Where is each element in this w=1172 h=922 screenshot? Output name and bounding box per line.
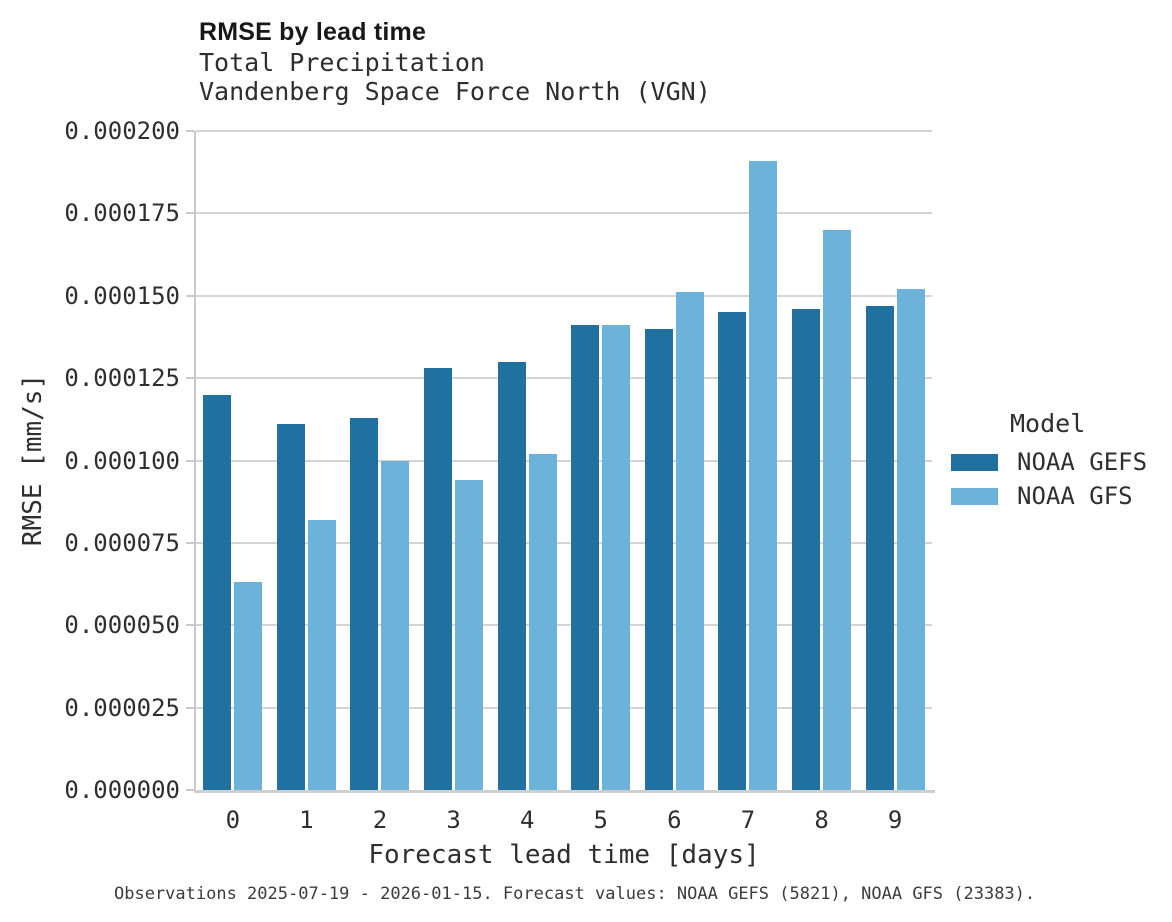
legend-entry: NOAA GEFS [951,445,1147,479]
y-axis-labels: 0.000000 0.000025 0.000050 0.000075 0.000100… [30,117,180,804]
x-tick-label: 0 [225,806,241,834]
bar-group-day-4 [490,131,564,790]
y-tick-label: 0.000125 [64,364,180,393]
legend-label: NOAA GFS [1017,482,1133,510]
bar-noaa-gfs-day-4 [528,453,557,790]
x-tick-label: 5 [593,806,608,834]
bar-noaa-gfs-day-7 [749,160,778,790]
bar-group-day-7 [711,131,785,790]
y-tick-mark [186,130,194,132]
bar-group-day-8 [785,131,859,790]
x-axis-spine [194,790,935,793]
gridline [196,130,932,132]
bar-noaa-gefs-day-1 [276,424,305,790]
y-tick-label: 0.000075 [64,528,180,557]
bar-group-day-1 [270,131,344,790]
bar-noaa-gefs-day-0 [203,394,232,790]
bar-noaa-gfs-day-3 [455,480,484,790]
y-axis-title: RMSE [mm/s] [18,373,48,547]
y-tick-mark [186,541,194,544]
x-tick-label: 6 [667,806,682,834]
chart-subtitle-variable: Total Precipitation [199,48,485,77]
y-tick-label: 0.000100 [64,446,180,475]
y-axis-spine [194,131,196,793]
bar-noaa-gfs-day-5 [602,325,631,790]
gridline [196,212,932,215]
x-axis-labels: 0 1 2 3 4 5 6 7 8 9 [196,806,932,834]
x-tick-label: 2 [372,806,388,834]
y-tick-mark [186,212,194,215]
bar-noaa-gefs-day-9 [865,305,894,790]
x-tick-label: 4 [519,806,535,834]
legend-swatch [951,487,998,505]
bar-noaa-gefs-day-3 [424,368,453,790]
y-tick-label: 0.000050 [64,611,180,640]
bar-noaa-gefs-day-5 [571,325,600,790]
gridline [196,541,932,544]
y-tick-mark [186,459,194,462]
title-block: RMSE by lead time Total Precipitation Va… [199,16,711,106]
plot-gridlines [196,130,932,790]
legend-swatch [951,453,998,471]
legend: Model NOAA GEFS NOAA GFS [951,408,1147,513]
legend-entry: NOAA GFS [951,479,1147,513]
bar-group-day-3 [417,131,491,790]
bar-group-day-6 [638,131,712,790]
y-tick-marks [186,130,194,791]
x-tick-label: 3 [446,806,461,834]
gridline [196,706,932,709]
x-tick-label: 8 [814,806,829,834]
y-tick-mark [186,706,194,709]
bar-noaa-gefs-day-2 [350,417,379,790]
legend-entries: NOAA GEFS NOAA GFS [951,445,1147,513]
gridline [196,459,932,462]
bar-noaa-gfs-day-0 [234,582,263,790]
bar-group-day-5 [564,131,638,790]
x-axis-title: Forecast lead time [days] [368,840,760,870]
bar-noaa-gefs-day-7 [718,312,747,790]
gridline [196,294,932,297]
bar-noaa-gefs-day-4 [497,361,526,790]
bar-noaa-gfs-day-1 [307,519,336,790]
y-tick-label: 0.000025 [64,693,180,722]
y-tick-mark [186,789,194,791]
bar-noaa-gfs-day-2 [381,460,410,790]
y-tick-label: 0.000200 [64,117,180,145]
bar-group-day-0 [196,131,270,790]
y-tick-label: 0.000175 [64,199,180,228]
y-tick-mark [186,377,194,380]
x-tick-label: 9 [887,806,903,834]
y-tick-mark [186,624,194,627]
bar-noaa-gefs-day-6 [644,328,673,790]
chart-subtitle-station: Vandenberg Space Force North (VGN) [199,77,711,106]
bar-group-day-2 [343,131,417,790]
bar-noaa-gfs-day-6 [675,292,704,790]
gridline [196,377,932,380]
legend-title: Model [1010,409,1086,438]
y-tick-label: 0.000150 [64,281,180,310]
y-tick-label: 0.000000 [64,776,180,804]
bar-plot-area [196,131,932,790]
bar-noaa-gefs-day-8 [792,308,821,790]
x-tick-label: 1 [299,806,314,834]
chart-title: RMSE by lead time [199,18,427,46]
footer-caption: Observations 2025-07-19 - 2026-01-15. Fo… [114,884,1036,904]
bar-noaa-gfs-day-9 [896,289,925,790]
legend-label: NOAA GEFS [1017,448,1148,476]
x-tick-label: 7 [740,806,756,834]
bar-noaa-gfs-day-8 [823,229,852,790]
y-tick-mark [186,294,194,297]
gridline [196,624,932,627]
bar-group-day-9 [858,131,932,790]
